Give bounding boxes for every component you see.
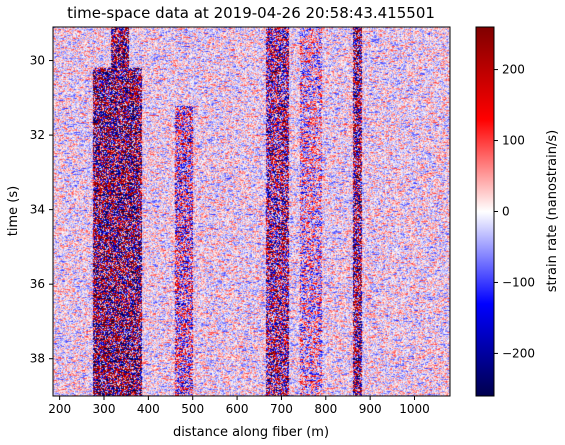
x-tick-label: 600	[226, 402, 249, 416]
x-tick-label: 900	[359, 402, 382, 416]
y-axis-label: time (s)	[6, 186, 21, 236]
x-tick-label: 1000	[399, 402, 430, 416]
x-axis-label: distance along fiber (m)	[173, 425, 329, 440]
heatmap-image	[53, 27, 450, 396]
x-tick-label: 300	[93, 402, 116, 416]
y-tick-label: 30	[30, 54, 45, 68]
colorbar-tick-label: −100	[502, 275, 535, 289]
y-axis: 30 32 34 36 38	[30, 54, 53, 366]
colorbar-tick-label: 200	[502, 63, 525, 77]
y-tick-label: 34	[30, 203, 45, 217]
y-tick-label: 32	[30, 128, 45, 142]
plot-frame	[52, 26, 451, 397]
colorbar-label: strain rate (nanostrain/s)	[545, 130, 560, 292]
colorbar-ticks: −200 −100 0 100 200	[494, 63, 535, 360]
chart-title: time-space data at 2019-04-26 20:58:43.4…	[67, 4, 435, 22]
y-tick-label: 36	[30, 277, 45, 291]
x-tick-label: 400	[137, 402, 160, 416]
colorbar: −200 −100 0 100 200 strain rate (nanostrain/…	[475, 26, 560, 397]
x-tick-label: 700	[270, 402, 293, 416]
colorbar-tick-label: 0	[502, 205, 510, 219]
x-axis: 200 300 400 500 600 700 800 900 1000	[48, 396, 430, 416]
x-tick-label: 500	[181, 402, 204, 416]
y-tick-label: 38	[30, 352, 45, 366]
colorbar-tick-label: −200	[502, 346, 535, 360]
x-tick-label: 800	[314, 402, 337, 416]
colorbar-tick-label: 100	[502, 134, 525, 148]
x-tick-label: 200	[48, 402, 71, 416]
colorbar-gradient	[475, 26, 495, 397]
plot-area	[52, 26, 451, 397]
